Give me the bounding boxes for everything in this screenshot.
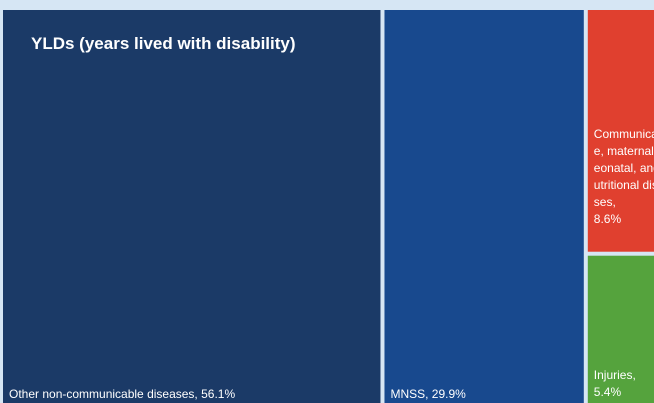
tile-other-ncd: [3, 10, 381, 403]
tile-communicable: [587, 10, 654, 252]
tile-label-communicable: Communicable, maternal, neonatal, and nu…: [594, 126, 654, 228]
tile-label-other-ncd-text: Other non-communicable diseases, 56.1%: [9, 387, 236, 401]
tile-label-communicable-text: Communicable, maternal, neonatal, and nu…: [593, 127, 654, 209]
tile-label-injuries: Injuries, 5.4%: [594, 367, 636, 401]
tile-mnss: [384, 10, 584, 403]
tile-label-mnss-text: MNSS, 29.9%: [390, 387, 466, 401]
tile-label-mnss: MNSS, 29.9%: [390, 386, 465, 403]
tile-label-injuries-percent: 5.4%: [593, 384, 622, 399]
tile-label-communicable-percent: 8.6%: [593, 212, 622, 226]
chart-title: YLDs (years lived with disability): [31, 34, 296, 53]
tile-label-injuries-text: Injuries,: [593, 367, 636, 382]
tile-label-other-ncd: Other non-communicable diseases, 56.1%: [9, 386, 235, 403]
tile-injuries: [587, 255, 654, 403]
